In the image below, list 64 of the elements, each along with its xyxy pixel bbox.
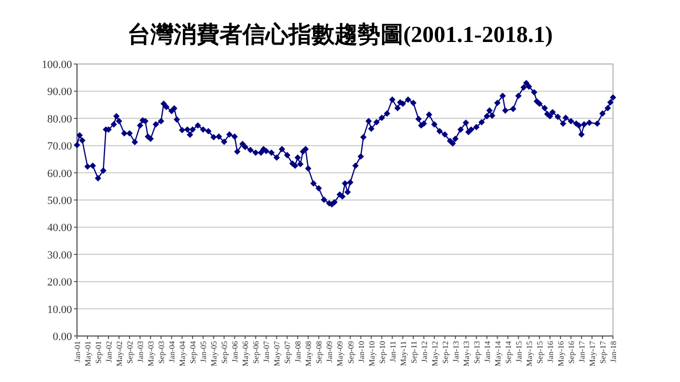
x-tick-label: Jan-10	[356, 341, 366, 362]
x-tick-label: Jan-18	[609, 341, 618, 362]
x-tick-label: Sep-15	[535, 341, 544, 364]
y-tick-label: 80.00	[47, 113, 72, 126]
x-tick-label: May-01	[84, 341, 93, 366]
x-tick-label: Sep-14	[504, 341, 513, 364]
x-tick-label: Jan-07	[262, 341, 272, 362]
x-tick-label: May-14	[493, 341, 502, 366]
x-tick-label: Jan-04	[168, 341, 177, 362]
x-tick-label: Jan-13	[451, 341, 460, 362]
x-tick-label: May-15	[524, 341, 534, 366]
x-tick-label: Sep-08	[314, 341, 324, 364]
x-tick-label: Sep-09	[346, 341, 356, 364]
x-tick-label: Sep-11	[409, 341, 418, 364]
y-tick-label: 70.00	[47, 140, 72, 153]
x-tick-label: Sep-10	[378, 341, 387, 364]
x-tick-label: May-09	[336, 341, 345, 366]
x-tick-label: Jan-11	[388, 341, 398, 362]
x-tick-label: Sep-17	[598, 341, 608, 364]
x-tick-label: May-04	[178, 341, 188, 366]
y-tick-label: 20.00	[47, 276, 72, 289]
y-tick-label: 40.00	[47, 222, 72, 234]
x-tick-label: Jan-15	[514, 341, 524, 362]
x-tick-label: Jan-02	[104, 341, 114, 362]
x-tick-label: Jan-17	[577, 341, 586, 362]
x-tick-label: May-03	[146, 341, 156, 366]
chart-title: 台灣消費者信心指數趨勢圖(2001.1-2018.1)	[127, 21, 553, 47]
x-tick-label: Jan-03	[136, 341, 146, 362]
x-tick-label: May-11	[398, 341, 408, 366]
x-tick-label: May-13	[462, 341, 471, 366]
x-tick-label: Sep-16	[566, 341, 576, 364]
y-tick-label: 30.00	[47, 249, 72, 262]
x-tick-label: Jan-01	[73, 341, 82, 362]
x-tick-label: Jan-08	[294, 341, 303, 362]
x-tick-label: Sep-13	[472, 341, 482, 364]
x-tick-label: Sep-05	[220, 341, 230, 364]
x-tick-label: Jan-06	[230, 341, 240, 362]
x-tick-label: Sep-06	[252, 341, 261, 364]
y-tick-label: 0.00	[52, 331, 72, 343]
y-tick-label: 50.00	[47, 195, 72, 207]
x-tick-label: Sep-04	[188, 341, 198, 364]
x-tick-label: May-08	[304, 341, 314, 366]
x-tick-label: Jan-14	[482, 341, 492, 362]
y-tick-label: 90.00	[47, 86, 72, 98]
x-tick-label: May-07	[272, 341, 282, 366]
x-tick-label: Sep-02	[126, 341, 135, 364]
x-tick-label: Jan-09	[325, 341, 334, 362]
x-tick-label: May-12	[430, 341, 440, 366]
x-tick-label: Jan-05	[199, 341, 208, 362]
x-tick-label: Sep-03	[157, 341, 166, 364]
y-tick-label: 10.00	[47, 304, 72, 316]
x-tick-label: Sep-12	[440, 341, 450, 364]
x-tick-label: May-17	[588, 341, 597, 366]
x-tick-label: May-10	[367, 341, 376, 366]
x-tick-label: May-16	[556, 341, 566, 366]
x-tick-label: Jan-16	[546, 341, 555, 362]
x-tick-label: May-02	[115, 341, 124, 366]
x-tick-label: May-05	[210, 341, 219, 366]
x-tick-label: May-06	[241, 341, 250, 366]
x-tick-label: Jan-12	[420, 341, 429, 362]
y-tick-label: 100.00	[42, 59, 72, 71]
x-tick-label: Sep-01	[94, 341, 104, 364]
x-tick-label: Sep-07	[283, 341, 292, 364]
y-tick-label: 60.00	[47, 168, 72, 180]
